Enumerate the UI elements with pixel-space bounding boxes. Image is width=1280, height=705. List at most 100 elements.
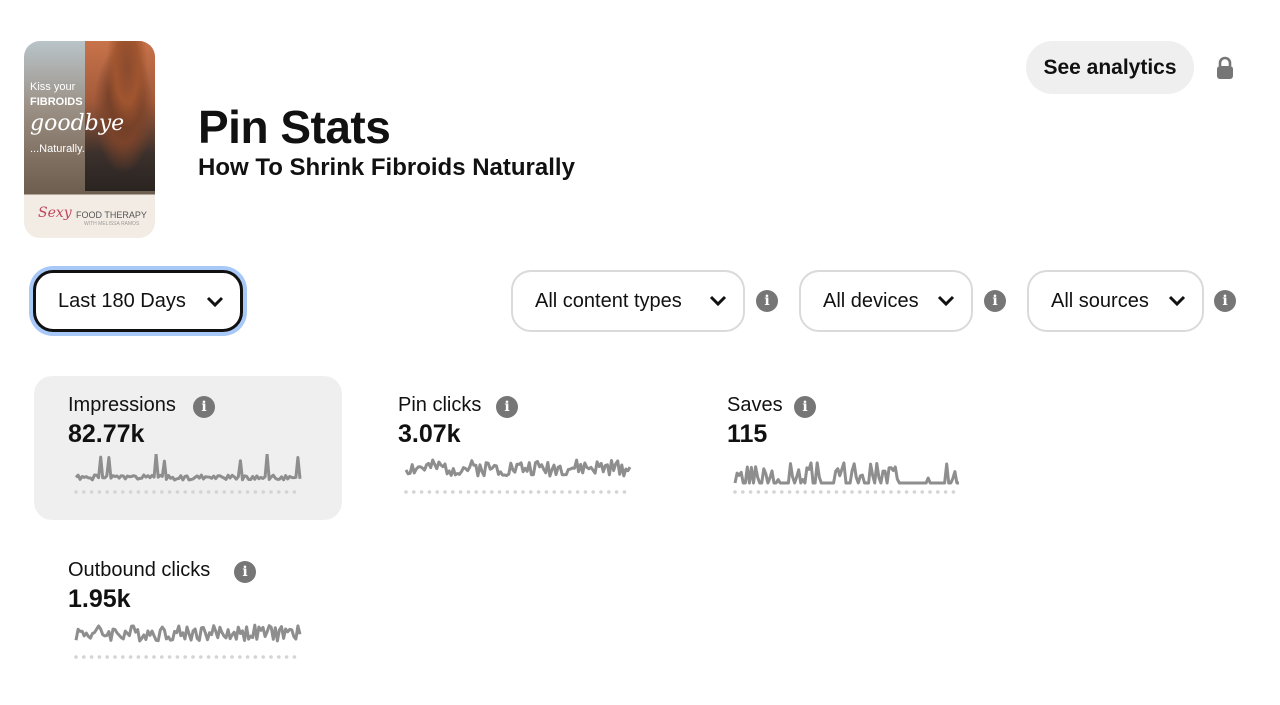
sparkline-baseline-dot: [795, 490, 800, 494]
sources-dropdown[interactable]: All sources: [1027, 270, 1204, 332]
sparkline-baseline-dot: [128, 655, 133, 659]
pin-brand-script: Sexy: [38, 205, 72, 221]
date-range-value: Last 180 Days: [58, 289, 186, 312]
sparkline-baseline-dot: [261, 655, 265, 659]
sparkline-baseline-dot: [583, 490, 588, 494]
sparkline-baseline-dot: [544, 490, 549, 494]
sparkline-baseline-dot: [834, 490, 839, 494]
sparkline-baseline-dot: [497, 490, 502, 494]
sparkline-saves: [733, 461, 959, 494]
chevron-down-icon: [937, 295, 955, 307]
lock-icon[interactable]: [1215, 56, 1235, 80]
sparkline-baseline-dot: [842, 490, 846, 494]
sparkline-baseline-dot: [622, 490, 627, 494]
info-icon[interactable]: i: [794, 396, 816, 418]
sparkline-baseline-dot: [222, 490, 226, 494]
sparkline-baseline-dot: [850, 490, 854, 494]
metric-card-pin-clicks[interactable]: Pin clicks i 3.07k: [364, 376, 672, 520]
metric-card-impressions[interactable]: Impressions i 82.77k: [34, 376, 342, 520]
sparkline-baseline-dot: [819, 490, 823, 494]
pin-image-text-4: ...Naturally.: [30, 143, 85, 155]
sparkline-baseline-dot: [811, 490, 815, 494]
sparkline-baseline-dot: [89, 490, 94, 494]
pin-subtitle: How To Shrink Fibroids Naturally: [198, 154, 575, 181]
sources-info-icon[interactable]: i: [1214, 290, 1236, 312]
sparkline-baseline-dot: [191, 655, 195, 659]
sparkline-baseline-dot: [160, 490, 164, 494]
sparkline-baseline-dot: [614, 490, 619, 494]
sparkline-trace: [74, 623, 302, 643]
info-icon[interactable]: i: [234, 561, 256, 583]
devices-dropdown[interactable]: All devices: [799, 270, 973, 332]
sparkline-baseline-dot: [82, 490, 86, 494]
sparkline-baseline-dot: [113, 655, 117, 659]
sparkline-baseline-dot: [780, 490, 784, 494]
sparkline-outbound-clicks: [74, 623, 302, 659]
chevron-down-icon: [709, 295, 727, 307]
sparkline-baseline-dot: [128, 490, 133, 494]
sparkline-baseline-dot: [89, 655, 94, 659]
sparkline-baseline-dot: [284, 490, 289, 494]
metric-label: Impressions: [68, 394, 176, 416]
sparkline-baseline-dot: [912, 490, 917, 494]
pin-image-text-2: FIBROIDS: [30, 96, 83, 108]
sparkline-baseline-dot: [560, 490, 564, 494]
sparkline-baseline-dot: [206, 655, 211, 659]
sparkline-baseline-dot: [160, 655, 164, 659]
sparkline-trace: [733, 461, 959, 485]
sparkline-baseline-dot: [490, 490, 494, 494]
sparkline-baseline-dot: [214, 655, 219, 659]
sparkline-baseline-dot: [787, 490, 792, 494]
sparkline-baseline-dot: [435, 490, 439, 494]
sparkline-baseline-dot: [105, 655, 109, 659]
sparkline-baseline-dot: [858, 490, 862, 494]
sparkline-baseline-dot: [443, 490, 447, 494]
sparkline-baseline-dot: [412, 490, 416, 494]
info-icon[interactable]: i: [193, 396, 215, 418]
sparkline-baseline-dot: [591, 490, 595, 494]
metric-value: 1.95k: [68, 585, 131, 613]
sparkline-baseline-dot: [764, 490, 768, 494]
sparkline-baseline-dot: [230, 655, 234, 659]
sparkline-baseline-dot: [284, 655, 289, 659]
metric-card-outbound-clicks[interactable]: Outbound clicks i 1.95k: [34, 541, 342, 685]
sparkline-pin-clicks: [404, 458, 632, 494]
sparkline-baseline-dot: [97, 655, 102, 659]
sparkline-baseline-dot: [466, 490, 471, 494]
sparkline-baseline-dot: [536, 490, 541, 494]
sparkline-baseline-dot: [74, 655, 78, 659]
sparkline-baseline-dot: [222, 655, 226, 659]
sparkline-baseline-dot: [419, 490, 424, 494]
sparkline-baseline-dot: [920, 490, 924, 494]
metric-card-saves[interactable]: Saves i 115: [693, 376, 1001, 520]
sparkline-baseline-dot: [261, 490, 265, 494]
sparkline-baseline-dot: [951, 490, 956, 494]
sparkline-baseline-dot: [277, 490, 281, 494]
metric-label: Pin clicks: [398, 394, 482, 416]
sources-value: All sources: [1051, 289, 1149, 312]
info-icon[interactable]: i: [496, 396, 518, 418]
pin-brand-sub: WITH MELISSA RAMOS: [84, 221, 140, 227]
sparkline-baseline-dot: [474, 490, 478, 494]
sparkline-baseline-dot: [175, 490, 180, 494]
date-range-dropdown[interactable]: Last 180 Days: [33, 270, 243, 332]
sparkline-baseline-dot: [943, 490, 948, 494]
sparkline-baseline-dot: [238, 490, 242, 494]
sparkline-baseline-dot: [74, 490, 78, 494]
sparkline-baseline-dot: [245, 655, 250, 659]
sparkline-baseline-dot: [175, 655, 180, 659]
pin-image-text-1: Kiss your: [30, 81, 76, 93]
sparkline-baseline-dot: [292, 490, 297, 494]
pin-photo: [85, 41, 155, 191]
sparkline-baseline-dot: [756, 490, 761, 494]
sparkline-baseline-dot: [269, 490, 273, 494]
sparkline-baseline-dot: [191, 490, 195, 494]
devices-info-icon[interactable]: i: [984, 290, 1006, 312]
content-type-info-icon[interactable]: i: [756, 290, 778, 312]
see-analytics-button[interactable]: See analytics: [1026, 41, 1194, 94]
sparkline-baseline-dot: [458, 490, 463, 494]
sparkline-baseline-dot: [269, 655, 273, 659]
content-type-dropdown[interactable]: All content types: [511, 270, 745, 332]
sparkline-baseline-dot: [230, 490, 234, 494]
sparkline-baseline-dot: [897, 490, 901, 494]
